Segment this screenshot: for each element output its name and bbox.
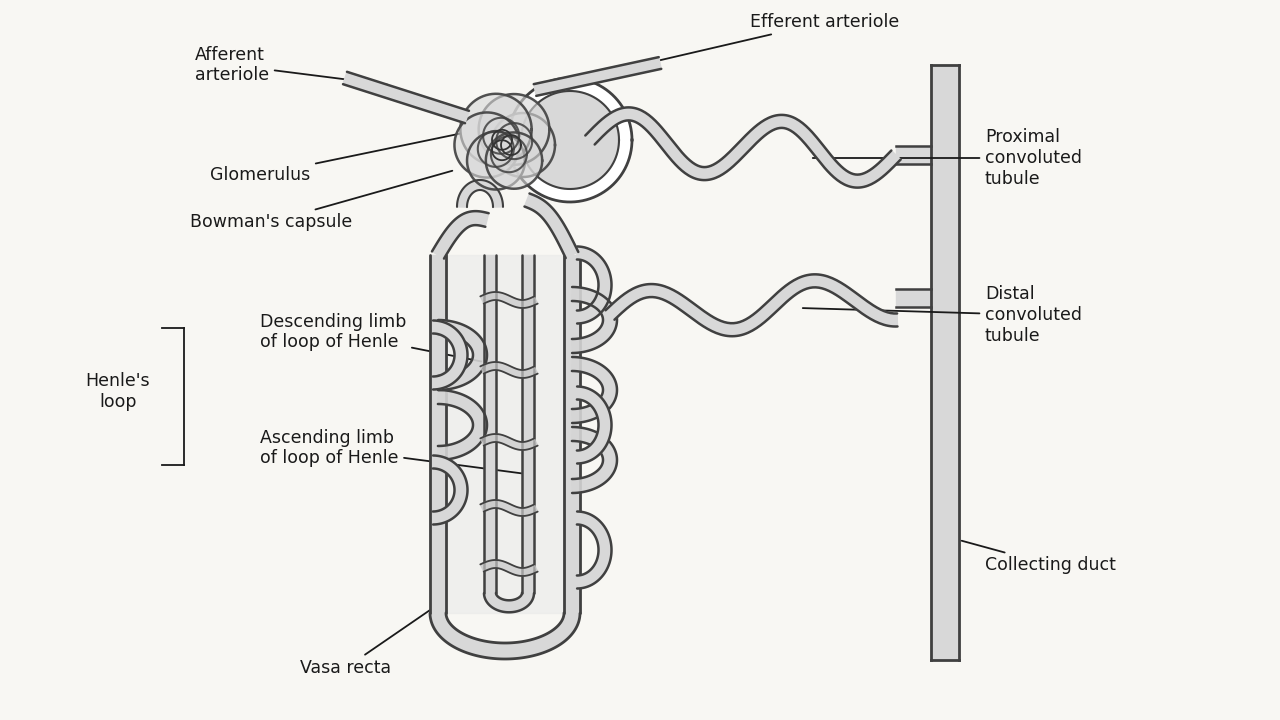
- Polygon shape: [438, 320, 486, 390]
- Polygon shape: [438, 390, 486, 460]
- Polygon shape: [484, 593, 534, 612]
- Text: Efferent arteriole: Efferent arteriole: [608, 13, 900, 73]
- Polygon shape: [896, 289, 931, 307]
- Text: Henle's
loop: Henle's loop: [86, 372, 150, 411]
- Polygon shape: [454, 112, 520, 178]
- Polygon shape: [461, 94, 531, 165]
- Polygon shape: [508, 78, 632, 202]
- Polygon shape: [572, 357, 617, 423]
- Polygon shape: [577, 511, 612, 588]
- Text: Afferent
arteriole: Afferent arteriole: [195, 45, 388, 85]
- Polygon shape: [484, 255, 495, 593]
- Polygon shape: [343, 72, 468, 123]
- Polygon shape: [572, 427, 617, 493]
- Polygon shape: [480, 362, 538, 378]
- Polygon shape: [525, 194, 579, 258]
- Polygon shape: [433, 456, 467, 524]
- Polygon shape: [521, 91, 620, 189]
- Polygon shape: [534, 57, 662, 96]
- Polygon shape: [430, 613, 580, 659]
- Text: Glomerulus: Glomerulus: [210, 134, 461, 184]
- Polygon shape: [479, 94, 549, 165]
- Text: Bowman's capsule: Bowman's capsule: [189, 171, 452, 231]
- Text: Descending limb
of loop of Henle: Descending limb of loop of Henle: [260, 312, 481, 361]
- Polygon shape: [577, 387, 612, 464]
- Polygon shape: [492, 113, 556, 177]
- Polygon shape: [486, 132, 543, 189]
- Polygon shape: [430, 255, 580, 613]
- Text: Collecting duct: Collecting duct: [961, 541, 1116, 574]
- Polygon shape: [605, 274, 897, 336]
- Text: Vasa recta: Vasa recta: [300, 610, 430, 677]
- Polygon shape: [480, 560, 538, 576]
- Text: Distal
convoluted
tubule: Distal convoluted tubule: [803, 285, 1082, 345]
- Polygon shape: [457, 180, 503, 207]
- Polygon shape: [522, 255, 534, 593]
- Polygon shape: [467, 132, 525, 189]
- Polygon shape: [896, 146, 931, 164]
- Polygon shape: [564, 255, 580, 613]
- Polygon shape: [480, 292, 538, 308]
- Text: Ascending limb
of loop of Henle: Ascending limb of loop of Henle: [260, 428, 531, 474]
- Polygon shape: [431, 211, 489, 258]
- Polygon shape: [433, 320, 467, 390]
- Polygon shape: [480, 500, 538, 516]
- Polygon shape: [931, 65, 959, 660]
- Polygon shape: [577, 246, 612, 323]
- Text: Proximal
convoluted
tubule: Proximal convoluted tubule: [813, 128, 1082, 188]
- Polygon shape: [480, 434, 538, 450]
- Polygon shape: [572, 287, 617, 353]
- Polygon shape: [430, 255, 445, 613]
- Polygon shape: [585, 107, 901, 188]
